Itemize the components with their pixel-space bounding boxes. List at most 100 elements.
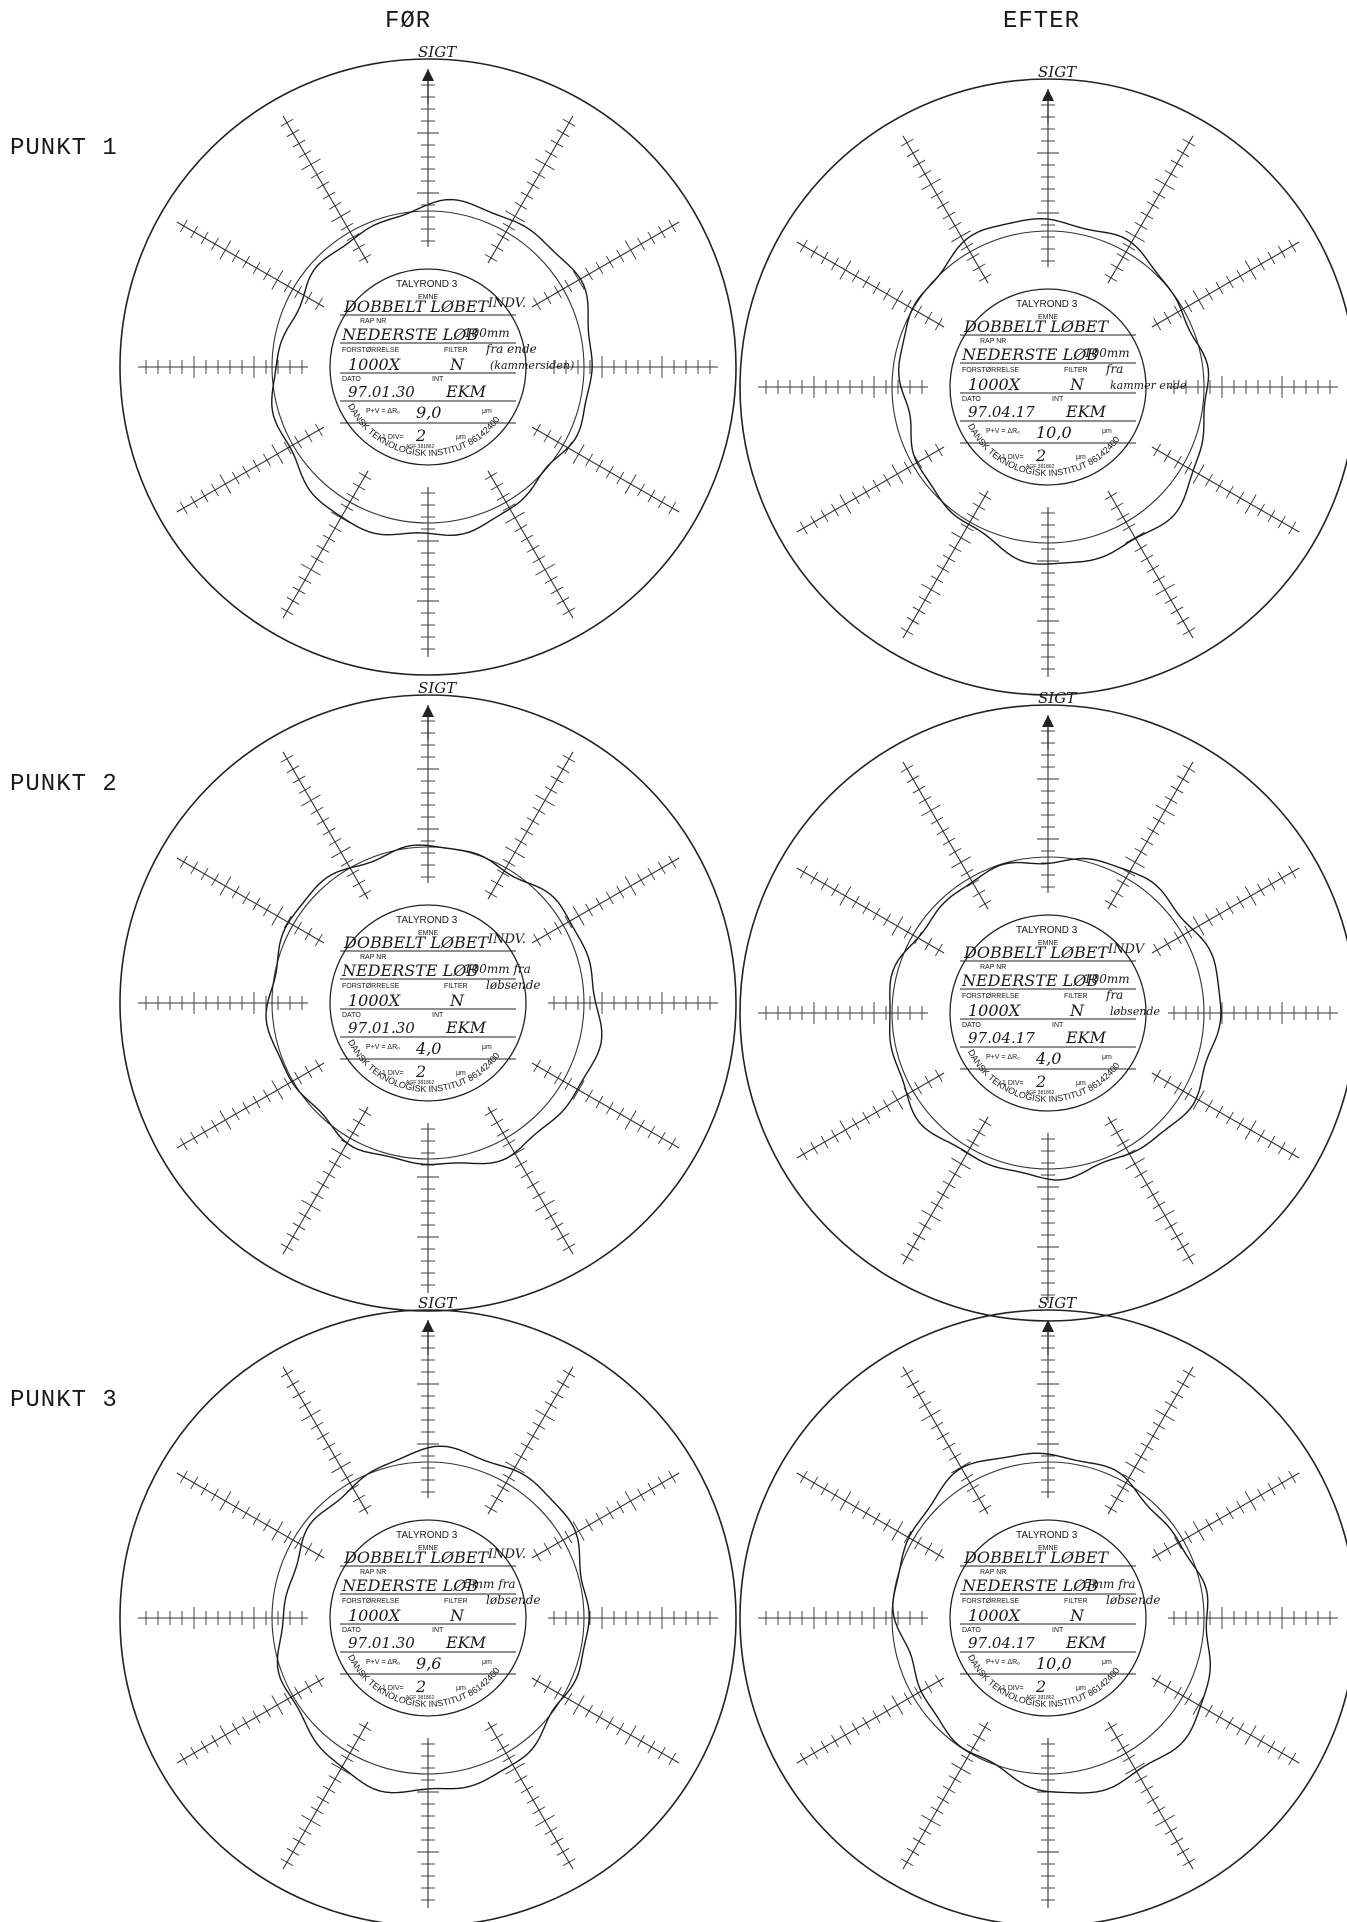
scale-tick [543,429,552,443]
scale-tick [1110,1128,1124,1137]
scale-tick [585,903,593,917]
scale-tick [490,1733,504,1742]
scale-tick [190,861,199,875]
scale-tick [496,233,510,241]
scale-tick [605,891,614,905]
sight-label: SIGT [418,1294,457,1312]
scale-tick [533,1548,542,1562]
scale-tick [533,933,542,947]
radial-scale-line [1107,1116,1194,1265]
rap-note: 5mm fra [1084,1577,1136,1591]
scale-tick [921,1209,941,1222]
scale-tick [286,129,300,138]
scale-tick [322,1170,336,1179]
scale-tick [883,913,891,927]
scale-tick [934,1674,943,1688]
scale-tick [242,1506,251,1520]
filter-value: N [1069,1606,1085,1625]
scale-tick [862,485,871,499]
scale-tick [294,435,302,449]
scale-tick [550,1222,564,1231]
scale-tick [294,1071,302,1085]
scale-tick [605,255,614,269]
scale-tick [624,240,637,260]
scale-tick [502,1473,516,1482]
scale-tick [310,1806,324,1815]
emne-label: EMNE [418,294,439,301]
scale-tick [839,1725,852,1745]
scale-tick [554,285,562,299]
div-label: 1 DIV= [382,1685,404,1692]
scale-tick [358,472,372,481]
emne-value: DOBBELT LØBET [343,1548,489,1567]
scale-tick [301,1814,321,1827]
scale-tick [310,1421,324,1430]
scale-tick [252,1095,261,1109]
scale-tick [352,482,366,491]
scale-tick [263,1518,271,1532]
note-2: løbsende [486,978,541,992]
scale-tick [301,158,321,171]
scale-tick [799,1752,808,1766]
scale-tick [616,249,625,263]
scale-tick [1134,1775,1148,1783]
scale-tick [572,1695,585,1715]
radial-scale-line [902,135,989,284]
scale-tick [484,472,498,481]
forst-value: 1000X [348,991,401,1010]
scale-tick [283,441,292,455]
scale-tick [352,1733,366,1742]
scale-tick [1155,583,1175,596]
outer-reference-circle [119,58,737,676]
scale-tick [1176,616,1190,625]
scale-tick [1225,1111,1234,1125]
scale-tick [310,806,324,815]
scale-tick [310,555,324,564]
scale-tick [972,889,986,898]
scale-tick [1152,1201,1166,1210]
radial-scale-line [796,1472,945,1559]
scale-tick [891,1521,904,1541]
scale-tick [242,1716,251,1730]
scale-tick [616,1500,625,1514]
scale-tick [1134,848,1148,856]
scale-tick [1182,764,1196,773]
scale-tick [340,1473,354,1482]
scale-tick [978,492,992,501]
scale-tick [637,483,645,497]
scale-tick [900,1253,914,1262]
scale-tick [1288,1752,1297,1766]
scale-tick [966,1139,980,1147]
scale-tick [585,1089,593,1103]
scale-tick [322,191,336,200]
scale-tick [924,1075,933,1089]
div-unit: μm [1076,1080,1086,1087]
scale-tick [263,1089,271,1103]
scale-tick [1267,1482,1276,1496]
scale-tick [820,1482,829,1496]
scale-tick [1257,1488,1265,1502]
scale-tick [924,937,933,951]
scale-tick [1164,1401,1178,1409]
scale-tick [906,1847,920,1856]
scale-tick [200,867,209,881]
scale-tick [978,1723,992,1732]
scale-tick [322,1785,336,1794]
scale-tick [496,493,510,501]
scale-tick [966,253,980,261]
scale-tick [271,270,284,290]
scale-tick [514,838,528,846]
scale-tick [263,453,271,467]
scale-tick [948,544,962,552]
radial-scale-line [487,1721,574,1870]
scale-tick [1134,222,1148,230]
scale-tick [906,1380,920,1389]
scale-tick [1205,1518,1213,1532]
scale-tick [1225,1506,1234,1520]
scale-tick [1110,502,1124,511]
scale-tick [851,895,860,909]
pv-unit: μm [1102,428,1112,435]
scale-tick [520,191,534,200]
scale-tick [179,501,188,515]
